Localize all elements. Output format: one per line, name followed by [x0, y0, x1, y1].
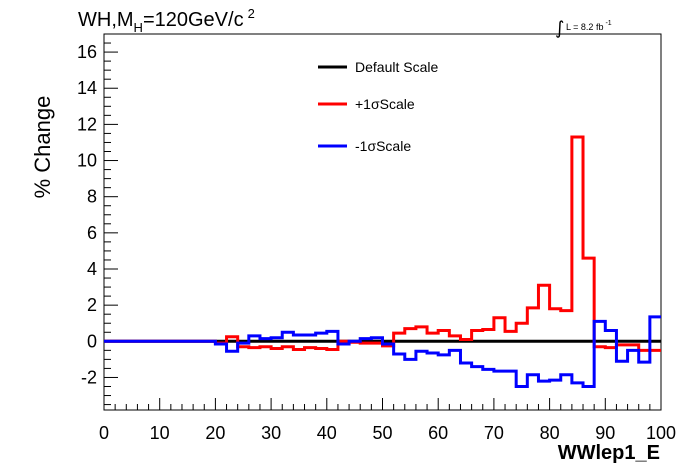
y-tick-label: 4	[87, 259, 97, 279]
x-tick-label: 60	[428, 423, 448, 443]
x-tick-label: 80	[540, 423, 560, 443]
y-tick-label: 14	[77, 78, 97, 98]
legend-label-plus: +1σScale	[355, 96, 415, 112]
series-layer	[104, 135, 661, 388]
luminosity-integral: ∫	[555, 18, 564, 39]
x-axis-title: WWlep1_E	[558, 442, 660, 464]
x-tick-label: 40	[317, 423, 337, 443]
y-tick-label: 0	[87, 331, 97, 351]
axis-ticks	[103, 42, 662, 410]
y-axis-title: % Change	[30, 96, 55, 199]
x-tick-label: 100	[646, 423, 676, 443]
x-tick-label: 50	[372, 423, 392, 443]
legend-label-minus: -1σScale	[355, 138, 411, 154]
x-tick-label: 90	[595, 423, 615, 443]
x-tick-label: 30	[261, 423, 281, 443]
plot-frame	[103, 33, 662, 411]
legend-label-default: Default Scale	[355, 59, 438, 75]
legend: Default Scale +1σScale -1σScale	[318, 59, 438, 154]
y-tick-label: 6	[87, 223, 97, 243]
series-1-line	[104, 135, 661, 352]
x-tick-label: 0	[99, 423, 109, 443]
series-2-line	[104, 315, 661, 388]
y-tick-label: 12	[77, 114, 97, 134]
luminosity-label: L = 8.2 fb -1	[566, 20, 612, 32]
y-tick-label: 10	[77, 151, 97, 171]
y-tick-label: -2	[81, 367, 97, 387]
y-tick-label: 2	[87, 295, 97, 315]
x-tick-label: 10	[150, 423, 170, 443]
x-tick-label: 70	[484, 423, 504, 443]
x-tick-labels: 0 10 20 30 40 50 60 70 80 90 100	[99, 423, 676, 443]
y-tick-label: 16	[77, 42, 97, 62]
chart-title: WH,MH=120GeV/c 2	[78, 6, 255, 35]
x-tick-label: 20	[205, 423, 225, 443]
y-tick-labels: -2 0 2 4 6 8 10 12 14 16	[77, 42, 97, 387]
y-tick-label: 8	[87, 187, 97, 207]
